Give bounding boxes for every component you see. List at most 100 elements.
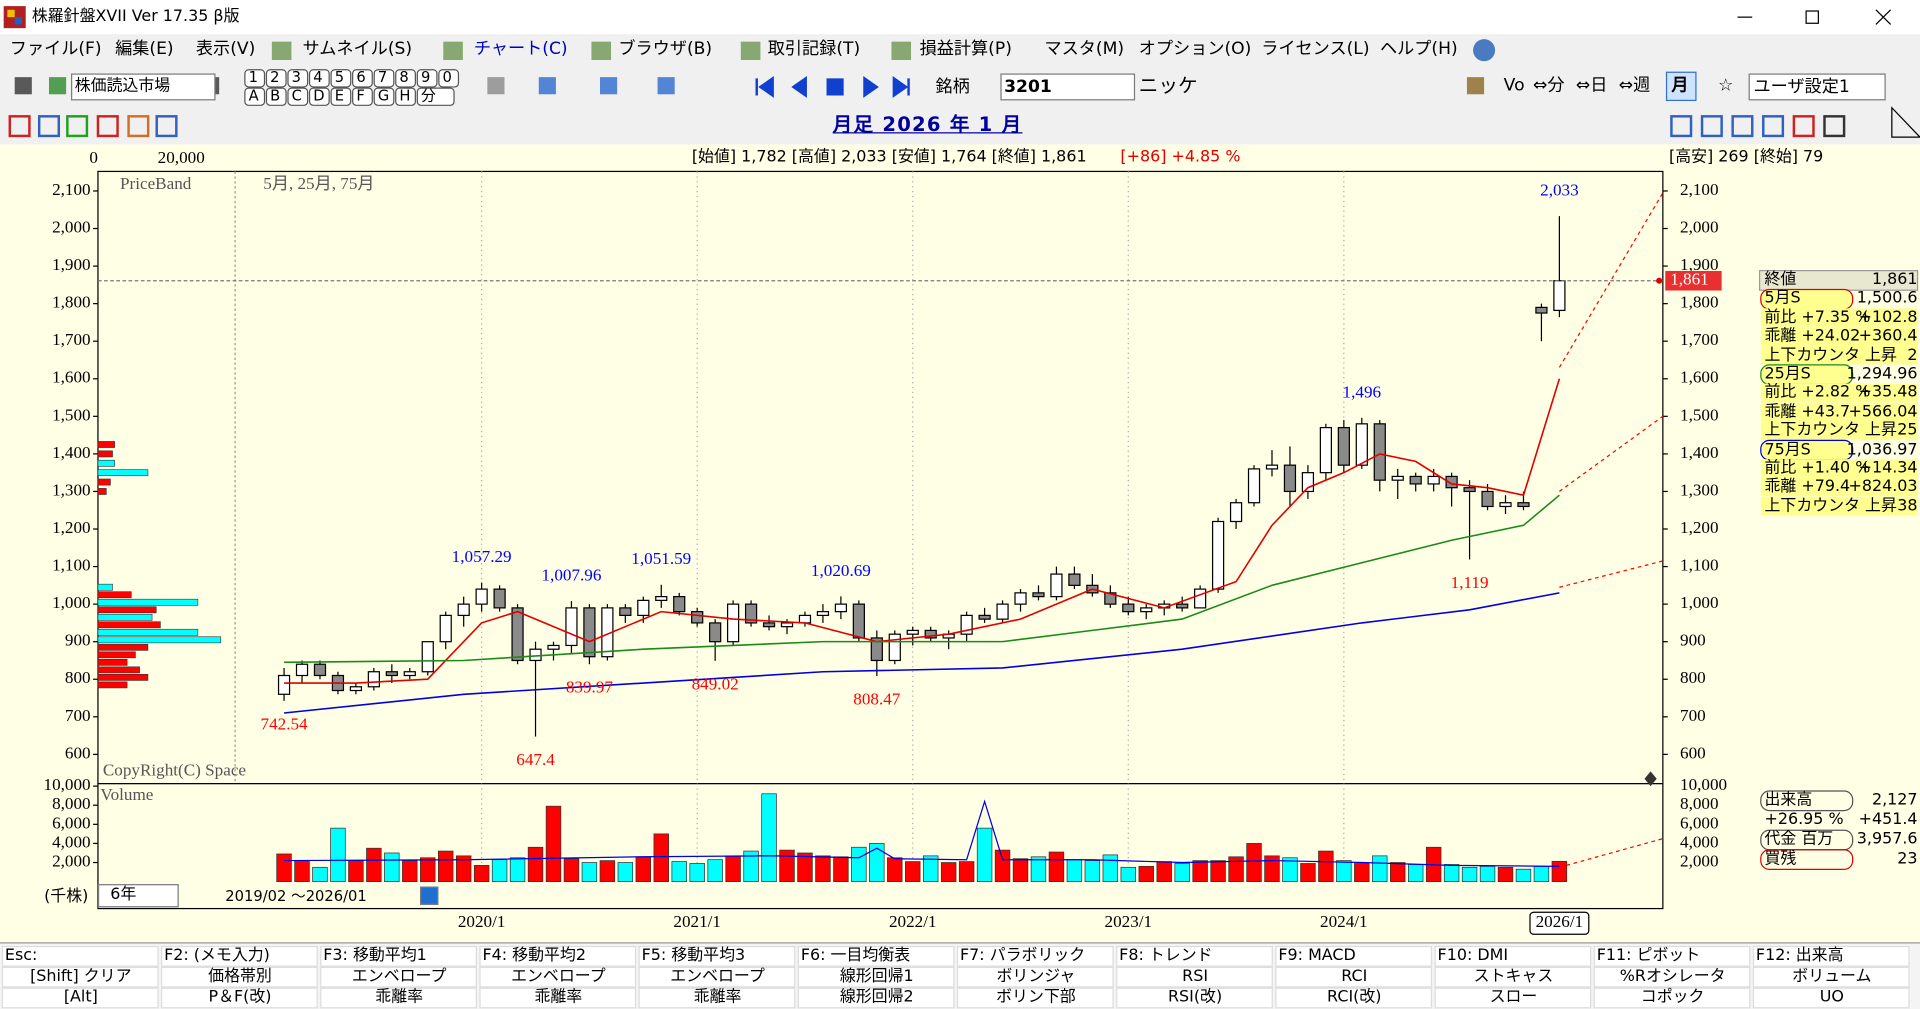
key-label[interactable]: C [291,86,302,105]
function-key[interactable]: ボリン下部 [996,988,1076,1007]
function-key[interactable]: ボリューム [1792,967,1872,986]
user-text[interactable]: ユーザ設定1 [1753,77,1850,97]
menu-item[interactable]: マスタ(M) [1044,39,1125,59]
function-key[interactable]: F5: 移動平均3 [641,946,746,965]
menu-item[interactable]: チャート(C) [473,39,568,59]
menu-item[interactable]: ヘルプ(H) [1380,39,1458,59]
menu-item[interactable]: サムネイル(S) [302,39,413,59]
function-key[interactable]: RSI [1182,967,1209,986]
function-key[interactable]: エンベロープ [351,967,447,986]
function-key[interactable]: UO [1819,988,1844,1007]
period-button[interactable]: Vo [1503,75,1525,96]
y-tick-label: 6,000 [52,813,91,832]
volume-bar [994,849,1011,883]
function-key[interactable]: F3: 移動平均1 [323,946,427,965]
function-key[interactable]: F9: MACD [1278,946,1356,965]
function-key[interactable]: [Shift] クリア [30,967,132,986]
function-key[interactable]: F6: 一目均衡表 [800,946,911,965]
span-text[interactable]: 6年 [110,885,137,904]
chart-tool-icon [37,115,61,138]
candle-body [780,622,794,628]
function-key[interactable]: コポック [1640,988,1705,1007]
key-label[interactable]: 3 [291,68,302,86]
function-key[interactable]: 乖離率 [375,988,424,1007]
function-key[interactable]: [Alt] [63,988,98,1007]
function-key[interactable]: エンベロープ [670,967,765,986]
key-label[interactable]: 7 [377,68,388,86]
function-key[interactable]: F7: パラボリック [960,946,1086,965]
function-key[interactable]: F10: DMI [1437,946,1509,965]
menu-item[interactable]: オプション(O) [1138,39,1252,59]
function-key[interactable]: %Rオシレータ [1619,967,1726,986]
span-select[interactable] [97,884,179,908]
key-label[interactable]: 9 [420,68,431,86]
key-label[interactable]: D [313,86,325,105]
candle-body [691,611,704,624]
code-text[interactable]: 3201 [1004,77,1052,97]
menu-item[interactable]: ブラウザ(B) [618,39,713,59]
function-key[interactable]: 乖離率 [534,988,583,1007]
key-label[interactable]: 6 [356,68,366,86]
period-button[interactable]: ⇔週 [1618,75,1651,96]
period-button[interactable]: ⇔日 [1575,75,1608,96]
volume-bar [905,861,921,883]
key-label[interactable]: H [399,86,411,105]
period-button[interactable]: ⇔分 [1533,75,1565,96]
function-key[interactable]: P＆F(改) [208,988,272,1007]
y-tick-label: 1,400 [52,443,91,462]
key-label[interactable]: 4 [313,68,323,86]
panel-value: 1,500.6 [1856,289,1918,308]
function-key[interactable]: RCI(改) [1327,988,1382,1007]
user-select[interactable] [1748,73,1886,101]
function-key[interactable]: ボリンジャ [996,967,1076,986]
key-label[interactable]: 8 [399,68,409,86]
function-key[interactable]: スロー [1489,988,1538,1007]
function-key[interactable]: 線形回帰2 [839,988,914,1007]
period-button[interactable]: 月 [1671,75,1689,96]
function-key[interactable]: F8: トレンド [1119,946,1213,965]
key-label[interactable]: A [248,86,259,105]
y-tick-label: 800 [65,668,91,687]
row-bg [1760,421,1918,440]
function-key[interactable]: RSI(改) [1167,988,1223,1007]
menu-item[interactable]: 表示(V) [195,39,256,59]
menu-item[interactable]: 損益計算(P) [919,39,1012,59]
key-label[interactable]: 1 [248,68,258,86]
price-band-bar [97,488,107,495]
period-button[interactable]: ☆ [1717,75,1734,96]
market-text[interactable]: 株価読込市場 [74,77,171,96]
menu-item[interactable]: 取引記録(T) [767,39,861,59]
key-label[interactable]: 0 [442,68,452,86]
key-label[interactable]: E [334,86,345,105]
volume-bar [294,860,310,883]
volume-bar [599,860,616,883]
function-key[interactable]: 価格帯別 [208,967,272,986]
volume-bar [1102,854,1119,883]
key-label[interactable]: 5 [334,68,345,86]
volume-bar [653,833,669,883]
function-key[interactable]: F2: (メモ入力) [164,946,270,965]
volume-bar [1210,860,1226,883]
function-key[interactable]: 乖離率 [693,988,742,1007]
function-key[interactable]: F11: ピボット [1596,946,1701,965]
function-key[interactable]: エンベロープ [511,967,606,986]
range-checkbox[interactable] [420,886,439,905]
code-select[interactable] [1000,73,1136,101]
market-select[interactable] [71,73,216,101]
function-key[interactable]: Esc: [4,946,38,965]
menu-item[interactable]: ライセンス(L) [1261,39,1370,59]
fkey-cell [1116,945,1273,967]
function-key[interactable]: ストキャス [1473,967,1554,986]
function-key[interactable]: 線形回帰1 [839,967,914,986]
function-key[interactable]: RCI [1341,967,1368,986]
menu-item[interactable]: ファイル(F) [9,39,102,59]
key-label[interactable]: G [377,86,390,105]
key-label[interactable]: 2 [270,68,280,86]
function-key[interactable]: F12: 出来高 [1755,946,1844,965]
menu-item[interactable]: 編集(E) [115,39,174,59]
key-label[interactable]: B [270,86,281,105]
function-key[interactable]: F4: 移動平均2 [482,946,586,965]
key-label[interactable]: 分 [420,86,436,105]
key-label[interactable]: F [356,86,365,105]
y-tick-label: 900 [1680,631,1706,650]
